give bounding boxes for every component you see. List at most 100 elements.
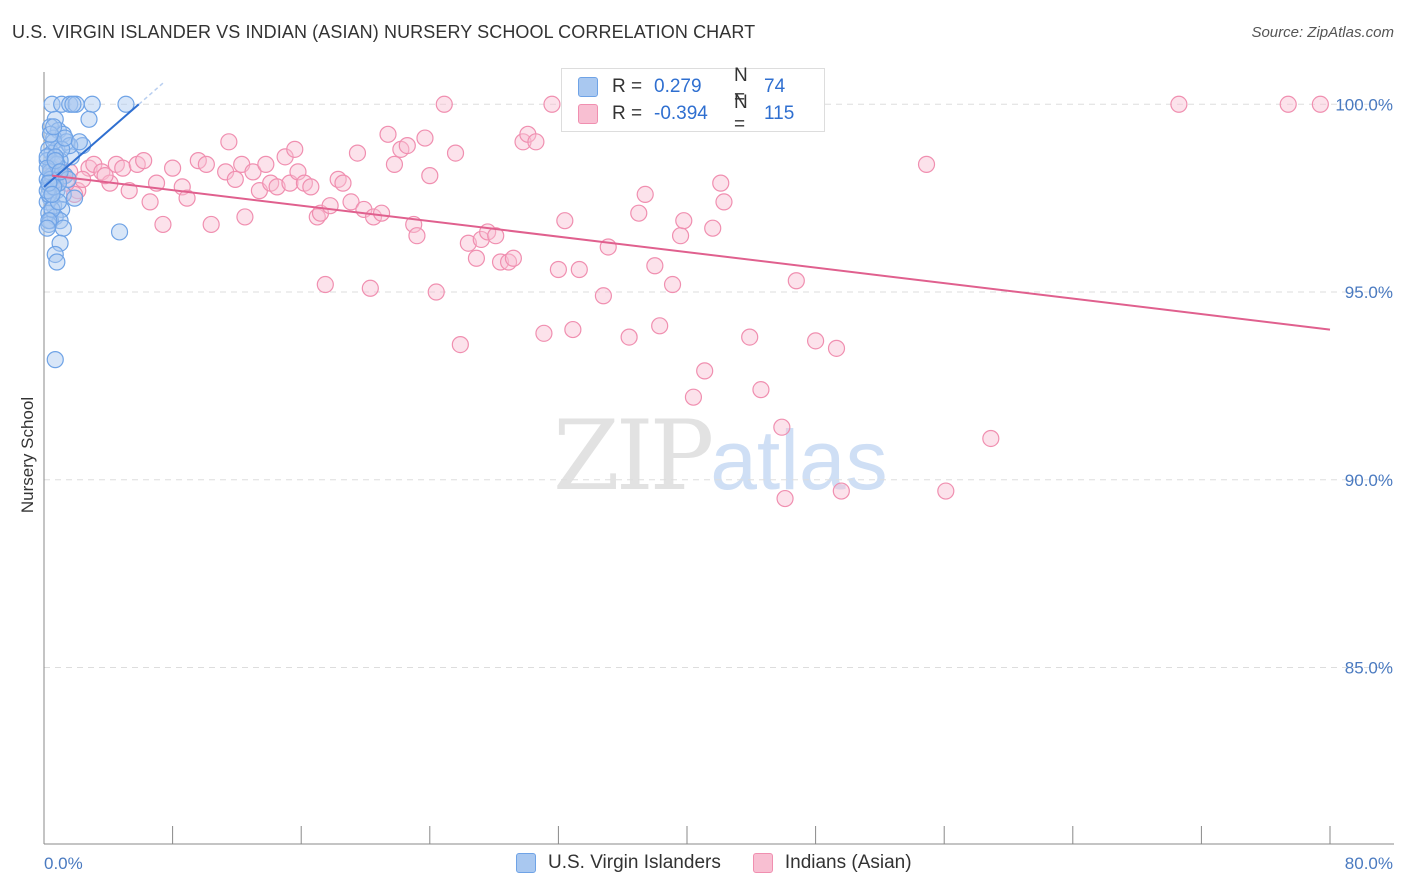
data-point <box>64 95 82 113</box>
data-point <box>446 144 465 162</box>
data-point <box>787 272 805 290</box>
data-point <box>651 317 669 335</box>
tick-labels: 85.0% 90.0% 95.0% 100.0% 0.0% 80.0% <box>44 95 1393 873</box>
data-point <box>671 227 690 245</box>
data-point <box>46 351 64 369</box>
data-point <box>110 223 129 241</box>
blue-swatch <box>578 77 598 97</box>
trend-line-extension <box>138 81 166 105</box>
data-point <box>38 219 56 237</box>
data-point <box>361 279 379 297</box>
data-point <box>421 167 439 185</box>
r-label: R = <box>612 103 643 124</box>
data-point <box>334 174 352 192</box>
data-point <box>379 125 397 143</box>
series-indians-asian <box>45 95 1329 508</box>
data-point <box>54 219 72 237</box>
data-point <box>202 215 220 234</box>
x-tick-label-min: 0.0% <box>44 854 83 873</box>
data-point <box>408 227 426 245</box>
correlation-legend: R = 0.279 N = 74 R = -0.394 N = 115 <box>561 65 825 135</box>
data-point <box>773 418 791 436</box>
data-point <box>46 152 64 170</box>
data-point <box>236 208 254 226</box>
data-point <box>80 110 98 128</box>
data-point <box>348 144 367 162</box>
y-tick-label: 85.0% <box>1345 659 1393 678</box>
n-value: 115 <box>764 103 795 124</box>
data-point <box>372 204 391 222</box>
data-point <box>646 257 664 275</box>
data-point <box>141 193 159 211</box>
legend-item-indians-asian[interactable]: Indians (Asian) <box>752 852 912 874</box>
data-point <box>504 249 522 267</box>
data-point <box>712 174 730 192</box>
data-point <box>48 253 66 271</box>
data-point <box>1170 95 1188 113</box>
data-point <box>435 95 453 113</box>
legend-item-virgin-islanders[interactable]: U.S. Virgin Islanders <box>516 852 721 874</box>
data-point <box>45 118 63 136</box>
data-point <box>741 328 759 346</box>
legend-row-virgin-islanders: R = 0.279 N = 74 <box>578 65 785 108</box>
r-value: 0.279 <box>654 76 702 97</box>
y-tick-label: 100.0% <box>1335 95 1393 114</box>
series-legend: U.S. Virgin Islanders Indians (Asian) <box>516 852 944 874</box>
data-point <box>620 328 638 346</box>
data-point <box>715 193 733 211</box>
series-us-virgin-islanders <box>38 95 135 369</box>
y-tick-label: 95.0% <box>1345 283 1393 302</box>
data-point <box>83 95 101 113</box>
data-point <box>244 163 262 181</box>
data-point <box>752 381 770 399</box>
n-label: N = <box>734 65 748 108</box>
data-point <box>114 159 132 177</box>
blue-swatch <box>516 853 536 873</box>
data-point <box>675 212 693 230</box>
data-point <box>684 388 703 406</box>
data-point <box>549 260 568 279</box>
data-point <box>663 275 682 294</box>
data-point <box>451 335 469 354</box>
data-point <box>467 249 486 267</box>
data-point <box>776 489 794 508</box>
data-point <box>459 234 477 252</box>
r-value: -0.394 <box>654 103 708 124</box>
data-point <box>164 159 182 177</box>
r-label: R = <box>612 76 643 97</box>
x-tick-label-max: 80.0% <box>1345 854 1393 873</box>
data-point <box>917 155 936 173</box>
data-point <box>570 260 588 279</box>
data-point <box>564 320 582 339</box>
data-point <box>416 129 434 147</box>
legend-label: U.S. Virgin Islanders <box>548 852 721 873</box>
data-point <box>535 324 553 342</box>
data-point <box>827 339 846 357</box>
data-point <box>321 197 339 215</box>
data-point <box>117 95 135 113</box>
data-point <box>302 178 320 196</box>
data-point <box>806 332 825 350</box>
data-point <box>96 167 114 185</box>
data-point <box>594 287 613 305</box>
data-point <box>1311 95 1329 113</box>
data-point <box>135 152 153 170</box>
data-point <box>543 95 561 113</box>
pink-swatch <box>578 104 598 124</box>
data-point <box>65 189 84 207</box>
pink-swatch <box>752 853 773 873</box>
data-point <box>487 227 505 245</box>
trend-line-virgin-islanders <box>43 103 140 188</box>
zipatlas-watermark: ZIPatlas <box>553 400 888 512</box>
data-point <box>226 170 244 188</box>
trend-lines <box>43 81 1331 331</box>
data-point <box>385 155 404 173</box>
data-point <box>982 429 1000 448</box>
data-point <box>257 155 275 173</box>
data-point <box>630 204 648 222</box>
data-point <box>527 133 545 151</box>
data-point <box>197 155 215 173</box>
data-point <box>178 189 196 207</box>
data-point <box>937 482 955 500</box>
